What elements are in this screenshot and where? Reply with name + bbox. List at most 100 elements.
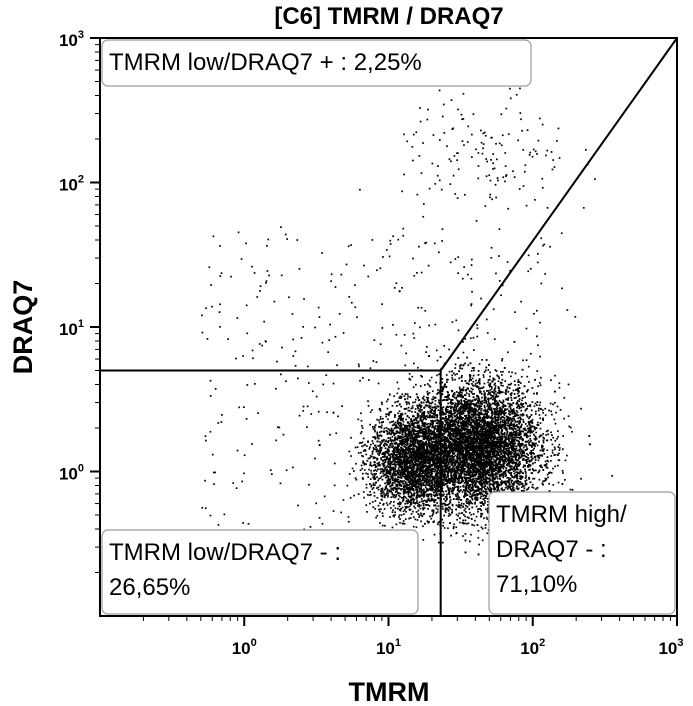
scatter-point <box>541 482 544 485</box>
scatter-point <box>489 404 492 406</box>
scatter-point <box>469 421 471 423</box>
scatter-point <box>510 440 513 442</box>
scatter-point <box>448 439 450 442</box>
scatter-point <box>495 370 498 372</box>
scatter-point <box>414 452 417 454</box>
scatter-point <box>392 429 395 432</box>
scatter-point <box>500 456 502 458</box>
scatter-point <box>368 379 370 381</box>
scatter-point <box>436 478 438 481</box>
scatter-point <box>446 474 449 476</box>
scatter-point <box>479 470 482 473</box>
scatter-point <box>500 417 502 419</box>
scatter-point <box>509 393 512 395</box>
scatter-point <box>485 455 488 458</box>
scatter-point <box>459 474 462 477</box>
scatter-point <box>490 457 493 460</box>
scatter-point <box>456 453 459 456</box>
scatter-point <box>500 433 503 436</box>
scatter-point <box>469 399 471 402</box>
scatter-point <box>467 436 470 438</box>
scatter-point <box>511 475 513 477</box>
scatter-point <box>501 451 504 454</box>
scatter-point <box>468 420 470 423</box>
scatter-point <box>494 390 497 393</box>
scatter-point <box>513 448 516 450</box>
scatter-point <box>522 430 525 433</box>
scatter-point <box>442 433 445 435</box>
scatter-point <box>475 398 478 400</box>
scatter-point <box>490 448 493 450</box>
scatter-point <box>517 458 520 461</box>
scatter-point <box>557 446 559 448</box>
scatter-point <box>427 508 429 510</box>
scatter-point <box>475 461 478 464</box>
scatter-point <box>480 462 483 464</box>
scatter-point <box>481 463 484 465</box>
scatter-point <box>492 421 494 423</box>
scatter-point <box>537 385 539 388</box>
scatter-point <box>485 508 487 511</box>
scatter-point <box>516 429 519 432</box>
scatter-point <box>453 484 456 487</box>
scatter-point <box>445 456 448 458</box>
scatter-point <box>503 452 505 455</box>
scatter-point <box>545 465 548 467</box>
scatter-point <box>505 398 507 401</box>
scatter-point <box>487 411 489 413</box>
scatter-point <box>520 402 523 405</box>
scatter-point <box>465 461 468 463</box>
scatter-point <box>467 473 469 476</box>
scatter-point <box>467 432 469 435</box>
scatter-point <box>517 452 519 455</box>
scatter-point <box>480 443 483 445</box>
scatter-point <box>462 388 464 390</box>
scatter-point <box>501 435 503 438</box>
scatter-point <box>487 433 489 435</box>
scatter-point <box>419 466 421 469</box>
scatter-point <box>495 413 498 416</box>
scatter-point <box>504 480 506 483</box>
scatter-point <box>482 456 485 459</box>
scatter-point <box>441 443 444 445</box>
scatter-point <box>443 471 446 473</box>
scatter-point <box>460 499 463 501</box>
scatter-point <box>455 446 458 448</box>
scatter-point <box>447 378 449 381</box>
scatter-point <box>481 484 484 486</box>
scatter-point <box>401 418 404 421</box>
scatter-point <box>484 420 487 422</box>
scatter-point <box>525 359 528 361</box>
scatter-point <box>509 443 511 446</box>
scatter-point <box>509 437 512 440</box>
scatter-point <box>525 479 528 481</box>
scatter-point <box>462 351 465 354</box>
scatter-point <box>511 460 513 463</box>
scatter-point <box>528 469 530 471</box>
scatter-point <box>446 485 449 487</box>
scatter-point <box>569 426 572 429</box>
scatter-point <box>468 464 470 467</box>
scatter-point <box>431 469 434 471</box>
scatter-point <box>526 458 529 461</box>
scatter-point <box>529 434 531 437</box>
scatter-point <box>447 527 449 530</box>
scatter-point <box>490 490 492 492</box>
scatter-point <box>472 472 474 474</box>
scatter-point <box>417 430 420 432</box>
scatter-point <box>460 463 462 466</box>
scatter-point <box>483 382 486 385</box>
scatter-point <box>472 445 475 447</box>
scatter-point <box>468 447 470 449</box>
scatter-point <box>506 480 508 483</box>
scatter-point <box>558 447 561 449</box>
scatter-point <box>501 456 503 459</box>
scatter-point <box>458 448 461 451</box>
scatter-point <box>475 480 478 483</box>
scatter-point <box>536 487 539 489</box>
scatter-point <box>430 495 433 497</box>
scatter-point <box>476 381 479 384</box>
scatter-point <box>500 464 503 466</box>
scatter-point <box>470 390 473 393</box>
scatter-point <box>477 529 480 532</box>
